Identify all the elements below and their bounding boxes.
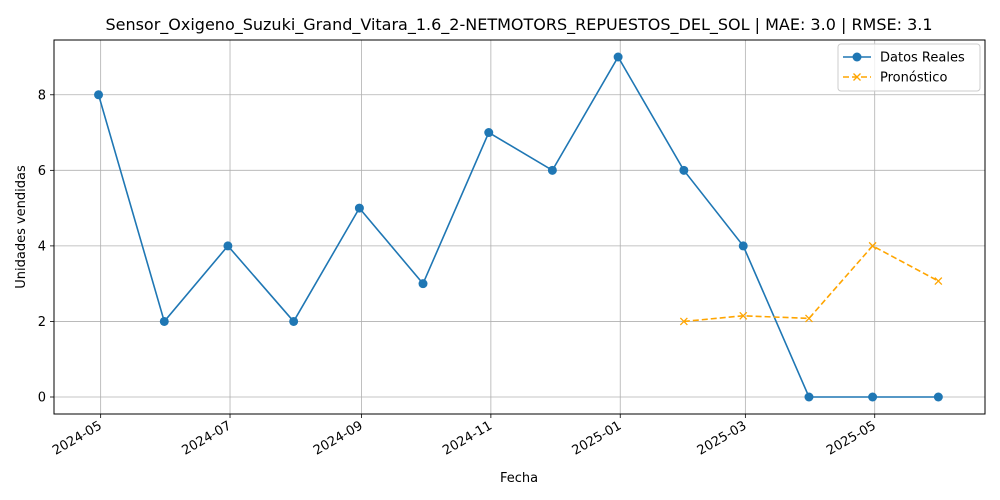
y-axis-label: Unidades vendidas [14, 165, 29, 289]
data-point [805, 314, 813, 323]
marker-stroke [868, 241, 877, 250]
grid [54, 40, 985, 414]
legend-entry: Pronóstico [843, 71, 947, 86]
data-point [159, 316, 169, 326]
data-point [289, 316, 299, 326]
data-point [679, 165, 689, 175]
data-point [613, 52, 623, 62]
y-tick-label: 8 [38, 88, 46, 103]
data-point [94, 90, 104, 100]
legend-box [837, 43, 981, 92]
legend-label: Pronóstico [880, 71, 947, 86]
y-axis-ticks: 0 2 4 6 8 [38, 88, 54, 406]
series-pron-stico [679, 241, 943, 326]
data-point [933, 392, 943, 402]
plot-area-frame [53, 39, 986, 415]
marker-stroke [679, 317, 688, 326]
data-point [934, 277, 943, 285]
marker-stroke [853, 73, 861, 81]
data-point [354, 203, 364, 213]
data-point [679, 317, 688, 326]
data-point [804, 392, 814, 402]
y-tick-label: 0 [38, 391, 46, 406]
data-point [418, 279, 428, 289]
series-datos-reales [94, 52, 943, 402]
series-line [683, 244, 939, 323]
data-point [738, 241, 748, 251]
data-point [853, 73, 861, 81]
legend-entry: Datos Reales [843, 51, 965, 66]
data-point [547, 165, 557, 175]
x-axis-label: Fecha [500, 471, 538, 486]
marker-stroke [934, 277, 943, 285]
y-tick-label: 6 [38, 164, 46, 179]
data-point [868, 392, 878, 402]
data-point [484, 128, 494, 138]
marker-stroke [739, 311, 748, 320]
y-tick-label: 4 [38, 239, 46, 254]
series-line [97, 55, 939, 398]
marker-stroke [805, 314, 813, 323]
data-point [852, 52, 862, 62]
series-layer [94, 52, 943, 402]
data-point [868, 241, 877, 250]
data-point [223, 241, 233, 251]
data-point [739, 311, 748, 320]
legend: Datos Reales Pronóstico [837, 43, 981, 92]
chart-title: Sensor_Oxigeno_Suzuki_Grand_Vitara_1.6_2… [105, 15, 932, 35]
y-tick-label: 2 [38, 315, 46, 330]
legend-label: Datos Reales [880, 51, 965, 66]
